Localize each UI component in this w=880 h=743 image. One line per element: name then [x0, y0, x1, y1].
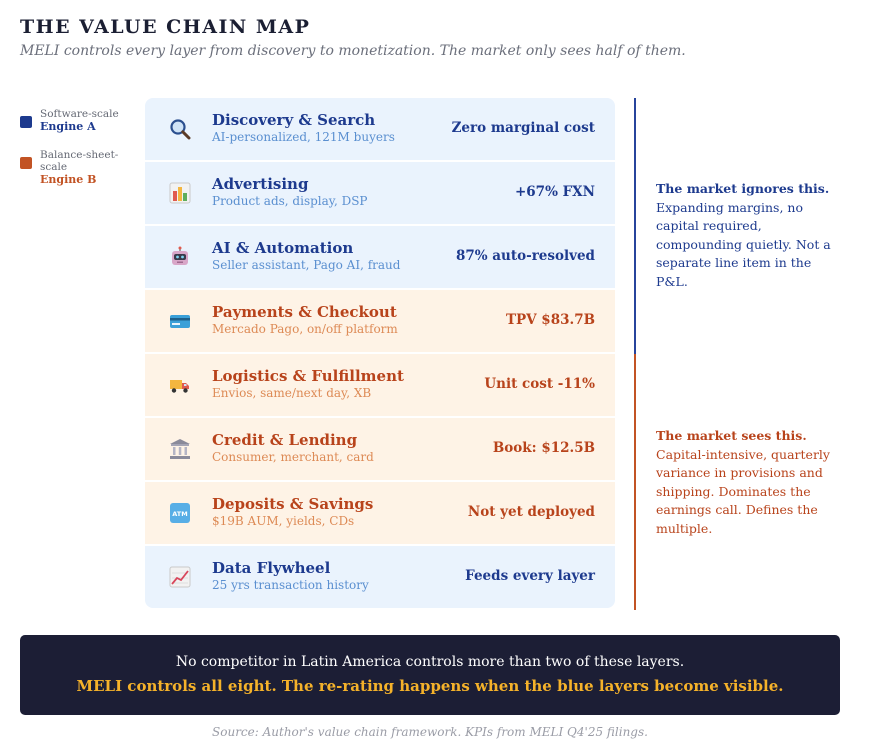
- svg-text:ATM: ATM: [172, 510, 187, 518]
- layer-name: AI & Automation: [212, 239, 354, 257]
- layer-subtitle: Seller assistant, Pago AI, fraud: [212, 258, 401, 272]
- layer-kpi: +67% FXN: [514, 184, 595, 200]
- source-note: Source: Author's value chain framework. …: [212, 725, 648, 739]
- layer-name: Data Flywheel: [212, 559, 331, 577]
- layer-subtitle: Envios, same/next day, XB: [212, 386, 372, 400]
- layer-subtitle: Consumer, merchant, card: [212, 450, 374, 464]
- legend: Software-scale Engine A Balance-sheet-sc…: [20, 108, 130, 202]
- legend-name: Engine A: [40, 120, 96, 133]
- layer-logistics-fulfillment: Logistics & Fulfillment Envios, same/nex…: [145, 354, 615, 418]
- conclusion-banner: No competitor in Latin America controls …: [20, 635, 840, 715]
- legend-caption: Balance-sheet-scale: [40, 149, 119, 173]
- layer-kpi: Unit cost -11%: [484, 376, 595, 392]
- note-body: Capital-intensive, quarterly variance in…: [656, 446, 830, 536]
- layer-discovery-search: Discovery & Search AI-personalized, 121M…: [145, 98, 615, 162]
- layer-subtitle: AI-personalized, 121M buyers: [212, 130, 395, 144]
- layer-kpi: Feeds every layer: [465, 568, 595, 584]
- legend-name: Engine B: [40, 173, 97, 186]
- page-subtitle: MELI controls every layer from discovery…: [20, 43, 686, 59]
- layer-subtitle: Mercado Pago, on/off platform: [212, 322, 398, 336]
- layer-credit-lending: Credit & Lending Consumer, merchant, car…: [145, 418, 615, 482]
- layer-ai-automation: AI & Automation Seller assistant, Pago A…: [145, 226, 615, 290]
- note-body: Expanding margins, no capital required, …: [656, 199, 831, 289]
- layer-kpi: Not yet deployed: [467, 504, 595, 520]
- layer-name: Deposits & Savings: [212, 495, 374, 513]
- page-title: THE VALUE CHAIN MAP: [20, 16, 311, 38]
- banner-line: No competitor in Latin America controls …: [175, 654, 685, 670]
- legend-item-engine-b: Balance-sheet-scale Engine B: [20, 149, 130, 186]
- legend-caption: Software-scale: [40, 108, 119, 120]
- note-market-ignores: The market ignores this. Expanding margi…: [656, 180, 841, 291]
- bank-icon: [169, 438, 191, 460]
- value-chain-stack: Discovery & Search AI-personalized, 121M…: [145, 98, 615, 608]
- layer-kpi: TPV $83.7B: [505, 312, 595, 328]
- layer-kpi: 87% auto-resolved: [455, 248, 595, 264]
- layer-subtitle: 25 yrs transaction history: [212, 578, 369, 592]
- layer-data-flywheel: Data Flywheel 25 yrs transaction history…: [145, 546, 615, 608]
- layer-deposits-savings: ATM Deposits & Savings $19B AUM, yields,…: [145, 482, 615, 546]
- layer-name: Logistics & Fulfillment: [212, 367, 404, 385]
- atm-icon: ATM: [169, 502, 191, 524]
- delivery-truck-icon: [169, 374, 191, 396]
- layer-payments-checkout: Payments & Checkout Mercado Pago, on/off…: [145, 290, 615, 354]
- layer-subtitle: Product ads, display, DSP: [212, 194, 368, 208]
- legend-item-engine-a: Software-scale Engine A: [20, 108, 130, 133]
- banner-highlight: MELI controls all eight. The re-rating h…: [76, 677, 784, 695]
- layer-name: Discovery & Search: [212, 111, 376, 129]
- legend-swatch-orange: [20, 157, 32, 169]
- engine-a-bracket: [634, 98, 636, 354]
- layer-name: Payments & Checkout: [212, 303, 397, 321]
- credit-card-icon: [169, 310, 191, 332]
- note-market-sees: The market sees this. Capital-intensive,…: [656, 427, 841, 538]
- legend-swatch-blue: [20, 116, 32, 128]
- note-lead: The market sees this.: [656, 428, 807, 443]
- layer-advertising: Advertising Product ads, display, DSP +6…: [145, 162, 615, 226]
- robot-icon: [169, 246, 191, 268]
- layer-kpi: Zero marginal cost: [451, 120, 595, 136]
- bar-chart-icon: [169, 182, 191, 204]
- layer-subtitle: $19B AUM, yields, CDs: [212, 514, 355, 528]
- magnifier-icon: [169, 118, 191, 140]
- trend-chart-icon: [169, 566, 191, 588]
- layer-name: Advertising: [212, 175, 309, 193]
- note-lead: The market ignores this.: [656, 181, 830, 196]
- engine-b-bracket: [634, 354, 636, 610]
- layer-name: Credit & Lending: [212, 431, 358, 449]
- layer-kpi: Book: $12.5B: [492, 440, 595, 456]
